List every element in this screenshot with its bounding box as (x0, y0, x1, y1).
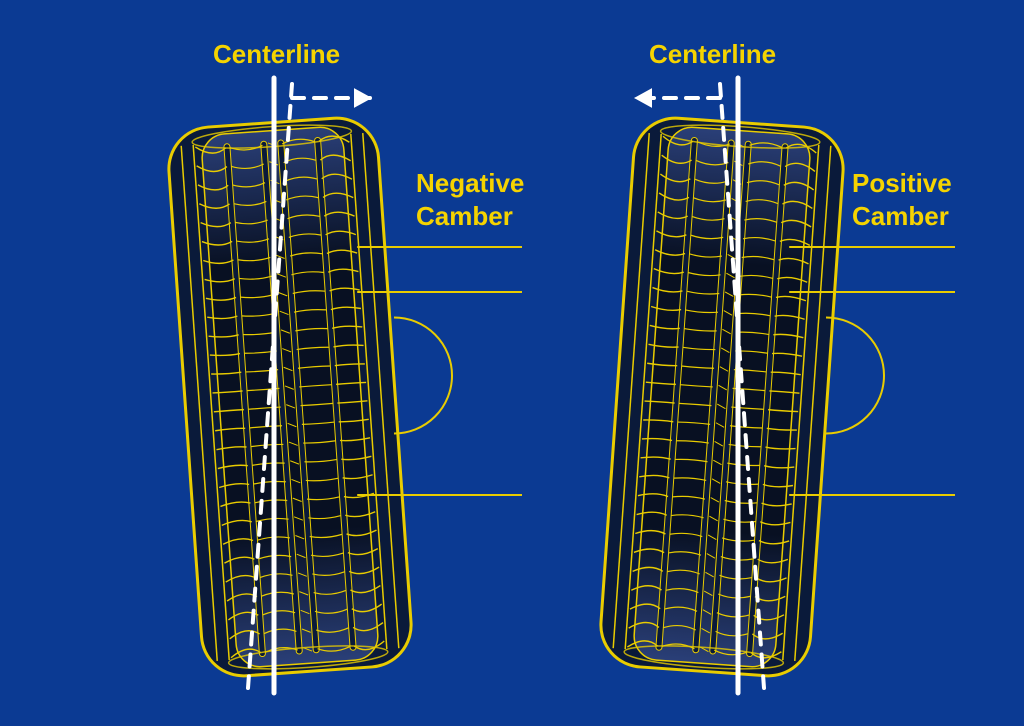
centerline-label-left: Centerline (213, 38, 340, 71)
camber-diagram: Centerline Centerline Negative Camber Po… (0, 0, 1024, 726)
camber-label-right: Positive Camber (852, 167, 952, 232)
camber-label-left: Negative Camber (416, 167, 524, 232)
diagram-svg (0, 0, 1024, 726)
centerline-label-right: Centerline (649, 38, 776, 71)
